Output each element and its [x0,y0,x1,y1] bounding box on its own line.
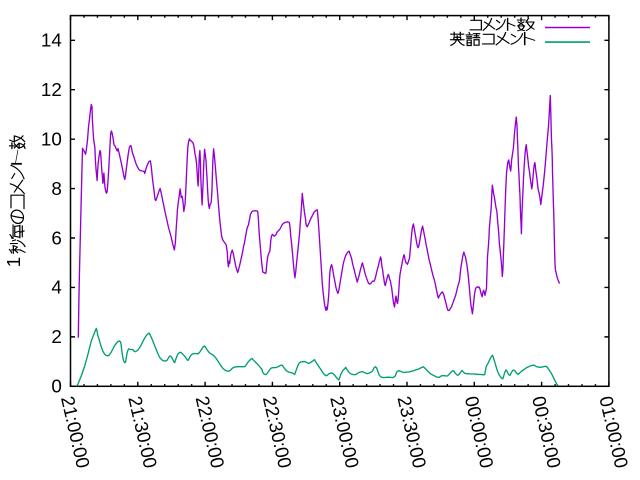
svg-text:10: 10 [41,129,62,150]
svg-text:2: 2 [51,326,61,347]
svg-text:0: 0 [51,376,61,397]
svg-text:12: 12 [41,79,62,100]
svg-text:1: 1 [3,257,24,267]
svg-text:8: 8 [51,178,61,199]
svg-text:6: 6 [51,227,61,248]
svg-text:4: 4 [51,277,61,298]
svg-text:14: 14 [41,30,62,51]
